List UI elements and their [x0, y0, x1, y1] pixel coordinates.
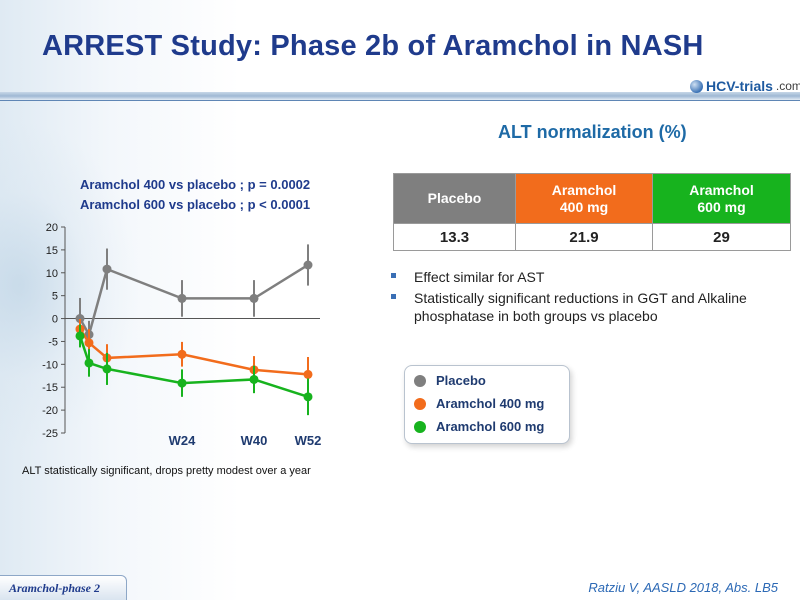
data-point	[303, 260, 313, 270]
data-point	[177, 293, 187, 303]
y-tick-label: -5	[48, 336, 58, 348]
list-item: Statistically significant reductions in …	[388, 289, 748, 325]
value-placebo: 13.3	[393, 223, 516, 251]
bullet-square-icon	[391, 273, 396, 278]
data-point	[177, 349, 187, 359]
title-rule-line	[0, 100, 800, 101]
y-tick-label: -10	[42, 359, 58, 371]
list-item: Effect similar for AST	[388, 268, 748, 286]
value-aramchol-600: 29	[652, 223, 791, 251]
y-tick-label: 0	[52, 314, 58, 326]
x-tick-label: W24	[169, 433, 197, 448]
hcv-trials-logo: HCV-trials .com	[690, 78, 800, 94]
legend-item-aramchol-400: Aramchol 400 mg	[414, 396, 544, 411]
data-point	[84, 338, 94, 348]
table-row: 13.3 21.9 29	[393, 223, 791, 251]
alt-change-chart: 20 15 10 5 0 -5 -10 -15 -20 -25 W24 W40 W52	[42, 222, 322, 448]
data-point	[84, 358, 94, 368]
series-line-1	[78, 328, 309, 376]
legend-dot-icon	[414, 374, 426, 387]
title-rule	[0, 92, 800, 100]
pvalue-400: Aramchol 400 vs placebo ; p = 0.0002	[80, 177, 311, 192]
background-burst	[0, 120, 140, 450]
y-tick-label: -15	[42, 382, 58, 394]
legend-item-placebo: Placebo	[414, 373, 486, 388]
chart-caption: ALT statistically significant, drops pre…	[22, 465, 311, 477]
legend-dot-icon	[414, 397, 426, 410]
y-tick-label: 15	[46, 245, 58, 257]
data-point	[303, 369, 313, 379]
value-aramchol-400: 21.9	[515, 223, 653, 251]
logo-brand: HCV-trials	[706, 78, 773, 94]
x-tick-label: W52	[295, 433, 322, 448]
y-tick-label: 20	[46, 222, 58, 234]
header-placebo: Placebo	[393, 173, 516, 224]
chart-legend: Placebo Aramchol 400 mg Aramchol 600 mg	[404, 365, 570, 444]
header-aramchol-400: Aramchol 400 mg	[515, 173, 653, 224]
findings-list: Effect similar for AST Statistically sig…	[388, 268, 748, 325]
alt-normalization-table: Placebo Aramchol 400 mg Aramchol 600 mg 13…	[393, 173, 791, 251]
data-point	[303, 392, 313, 402]
alt-normalization-heading: ALT normalization (%)	[498, 122, 687, 142]
data-point	[249, 374, 259, 384]
series-line-0	[78, 263, 309, 338]
y-tick-label: 5	[52, 291, 58, 303]
footer-tag-label: Aramchol-phase 2	[9, 581, 101, 595]
citation: Ratziu V, AASLD 2018, Abs. LB5	[588, 580, 778, 595]
logo-mark-icon	[690, 79, 703, 93]
y-tick-label: -25	[42, 428, 58, 440]
data-point	[102, 264, 112, 274]
data-point	[75, 331, 85, 341]
table-header-row: Placebo Aramchol 400 mg Aramchol 600 mg	[393, 173, 791, 224]
footer-tag: Aramchol-phase 2	[0, 575, 127, 600]
bullet-square-icon	[391, 294, 396, 299]
y-tick-label: -20	[42, 405, 58, 417]
data-point	[75, 314, 85, 324]
logo-domain: .com	[775, 79, 800, 93]
legend-dot-icon	[414, 420, 426, 433]
slide-title: ARREST Study: Phase 2b of Aramchol in NA…	[42, 30, 704, 62]
data-point	[249, 293, 259, 303]
y-tick-label: 10	[46, 268, 58, 280]
data-point	[102, 364, 112, 374]
header-aramchol-600: Aramchol 600 mg	[652, 173, 791, 224]
x-tick-label: W40	[241, 433, 268, 448]
data-point	[177, 378, 187, 388]
legend-item-aramchol-600: Aramchol 600 mg	[414, 419, 544, 434]
series-line-2	[78, 335, 309, 399]
pvalue-600: Aramchol 600 vs placebo ; p < 0.0001	[80, 197, 311, 212]
pvalue-annotations: Aramchol 400 vs placebo ; p = 0.0002 Ara…	[80, 175, 310, 215]
